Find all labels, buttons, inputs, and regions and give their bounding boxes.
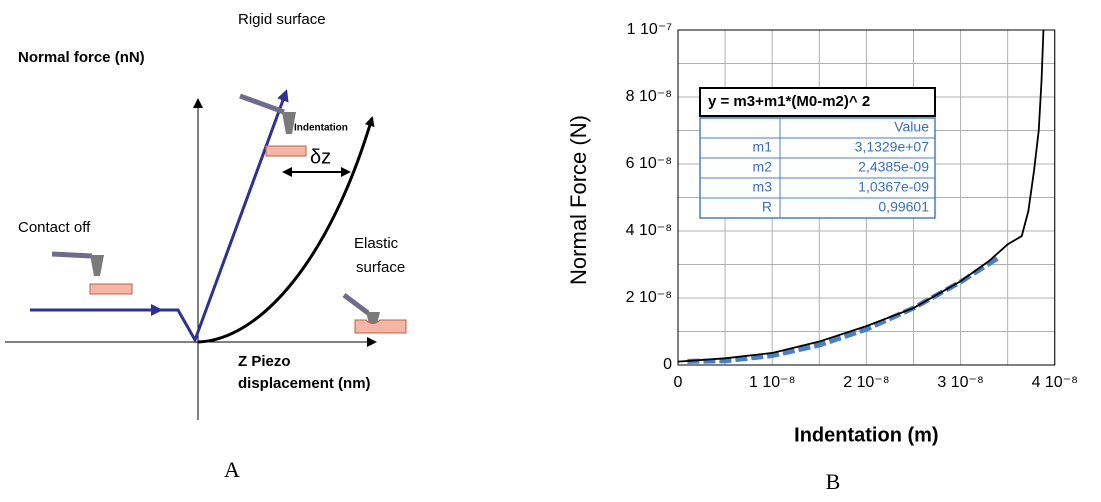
x-tick-label: 3 10⁻⁸ bbox=[937, 374, 983, 391]
table-cell: 0,99601 bbox=[878, 199, 929, 215]
y-axis-title: Normal Force (N) bbox=[566, 115, 591, 285]
cantilever bbox=[342, 293, 370, 315]
table-cell: 2,4385e-09 bbox=[858, 159, 929, 175]
tip bbox=[282, 112, 296, 134]
table-title-box bbox=[699, 87, 936, 117]
table-cell: 3,1329e+07 bbox=[855, 139, 930, 155]
data-line bbox=[677, 29, 1045, 363]
table-cell: m2 bbox=[753, 159, 773, 175]
diagram: Normal force (nN) Rigid surface Indentat… bbox=[5, 11, 407, 482]
table-cell: 1,0367e-09 bbox=[858, 179, 929, 195]
x-tick-label: 4 10⁻⁸ bbox=[1032, 374, 1078, 391]
label: Indentation bbox=[294, 123, 348, 134]
cantilever bbox=[239, 93, 285, 115]
y-tick-label: 1 10⁻⁷ bbox=[627, 21, 673, 38]
plot-frame bbox=[677, 29, 1056, 366]
tip bbox=[90, 255, 104, 276]
surface bbox=[265, 145, 307, 157]
label: Contact off bbox=[18, 219, 91, 236]
y-tick-label: 8 10⁻⁸ bbox=[626, 88, 672, 105]
chart: 0 1 10⁻⁸ 2 10⁻⁸ 3 10⁻⁸ 4 10⁻⁸ 0 2 10⁻⁸ 4 10⁻⁸ 6 … bbox=[566, 21, 1078, 494]
table-header: Value bbox=[894, 119, 929, 135]
table-cell: m1 bbox=[753, 139, 773, 155]
table-cell: R bbox=[762, 199, 772, 215]
axis-title: Normal force (nN) bbox=[18, 49, 145, 66]
axis-title: Z Piezo bbox=[238, 353, 291, 370]
y-tick-label: 2 10⁻⁸ bbox=[626, 289, 672, 306]
y-tick-label: 4 10⁻⁸ bbox=[626, 222, 672, 239]
x-tick-label: 2 10⁻⁸ bbox=[843, 374, 889, 391]
cantilever bbox=[51, 251, 93, 259]
table bbox=[699, 117, 936, 219]
table-title: y = m3+m1*(M0-m2)^ 2 bbox=[708, 93, 870, 110]
y-tick-label: 0 bbox=[663, 356, 672, 373]
label: δz bbox=[310, 146, 331, 168]
panel-label: A bbox=[224, 457, 240, 482]
surface bbox=[89, 283, 133, 295]
axis-title: displacement (nm) bbox=[238, 375, 371, 392]
elastic-curve bbox=[197, 116, 375, 344]
y-tick-label: 6 10⁻⁸ bbox=[626, 155, 672, 172]
table-cell: m3 bbox=[753, 179, 773, 195]
x-axis-title: Indentation (m) bbox=[794, 424, 938, 446]
surface bbox=[354, 319, 407, 334]
label: surface bbox=[356, 259, 405, 276]
x-tick-label: 1 10⁻⁸ bbox=[749, 374, 795, 391]
x-tick-label: 0 bbox=[674, 374, 683, 391]
fit-line bbox=[687, 255, 1000, 364]
panel-label: B bbox=[826, 469, 841, 494]
label: Rigid surface bbox=[238, 11, 326, 28]
rigid-curve bbox=[160, 89, 289, 344]
label: Elastic bbox=[354, 235, 399, 252]
